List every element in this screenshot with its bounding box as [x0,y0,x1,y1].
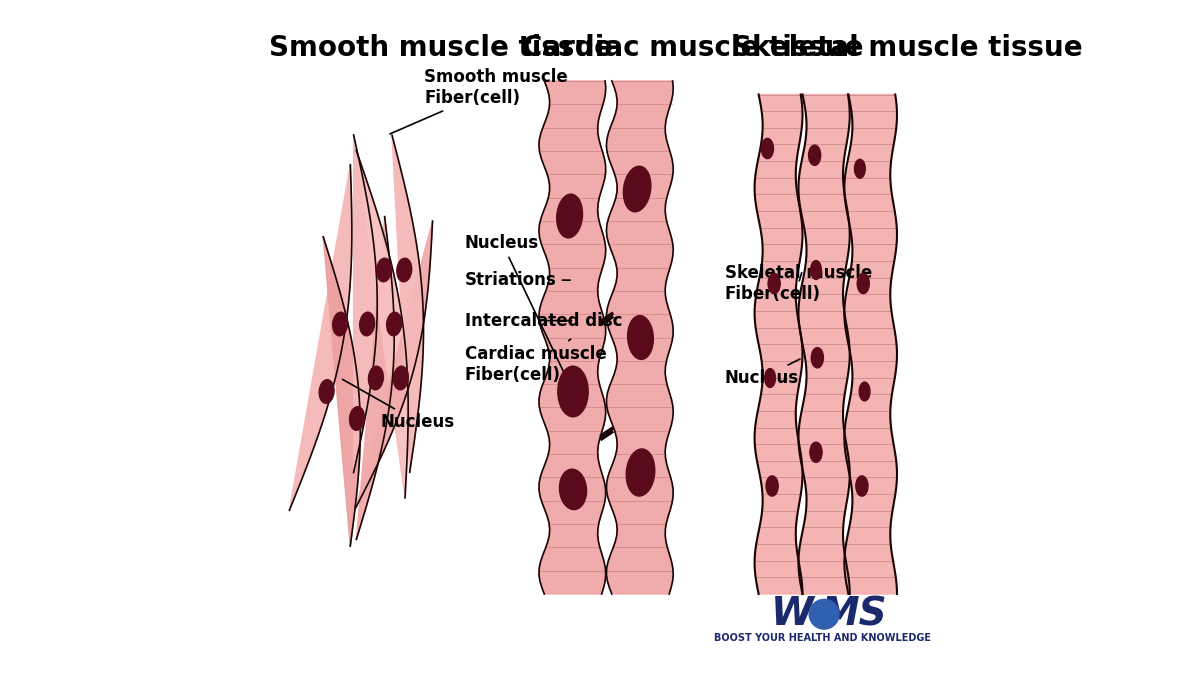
Ellipse shape [811,261,821,279]
Polygon shape [354,135,377,472]
Ellipse shape [332,313,348,335]
Ellipse shape [768,273,780,294]
Ellipse shape [394,367,408,389]
Ellipse shape [397,259,412,281]
Ellipse shape [810,442,822,462]
Ellipse shape [626,449,655,496]
Text: MS: MS [820,595,887,633]
Ellipse shape [766,476,779,496]
Ellipse shape [623,166,650,212]
Text: Smooth muscle
Fiber(cell): Smooth muscle Fiber(cell) [390,68,569,134]
Text: Nucleus: Nucleus [466,234,572,389]
Ellipse shape [368,367,383,389]
Polygon shape [356,151,408,497]
Ellipse shape [764,369,775,387]
Text: Cardiac muscle
Fiber(cell): Cardiac muscle Fiber(cell) [466,339,607,384]
Text: BOOST YOUR HEALTH AND KNOWLEDGE: BOOST YOUR HEALTH AND KNOWLEDGE [714,633,931,643]
Ellipse shape [558,366,588,416]
Text: Nucleus: Nucleus [342,379,455,431]
Text: W: W [770,595,814,633]
Ellipse shape [854,159,865,178]
Polygon shape [539,81,606,594]
Polygon shape [323,237,360,546]
Polygon shape [755,95,803,594]
Polygon shape [355,221,432,508]
Ellipse shape [628,316,653,359]
Ellipse shape [377,259,391,281]
Ellipse shape [811,348,823,368]
Ellipse shape [761,138,774,159]
Text: Skeletal muscle
Fiber(cell): Skeletal muscle Fiber(cell) [725,264,872,303]
Ellipse shape [856,476,868,496]
Ellipse shape [386,313,402,335]
Polygon shape [356,217,395,539]
Polygon shape [798,95,850,594]
Ellipse shape [349,407,365,430]
Ellipse shape [559,469,587,510]
Text: Striations: Striations [466,271,570,289]
Ellipse shape [857,273,869,294]
Ellipse shape [557,194,582,238]
Text: Nucleus: Nucleus [725,359,800,387]
Text: Smooth muscle tissue: Smooth muscle tissue [269,34,613,61]
Polygon shape [845,95,898,594]
Ellipse shape [319,380,334,403]
Polygon shape [606,81,673,594]
Circle shape [809,599,839,629]
Text: Skeletal muscle tissue: Skeletal muscle tissue [732,34,1082,61]
Ellipse shape [809,145,821,165]
Ellipse shape [859,382,870,401]
Polygon shape [289,165,352,510]
Ellipse shape [360,313,374,335]
Polygon shape [392,135,424,472]
Text: Cardiac muscle tissue: Cardiac muscle tissue [522,34,864,61]
Text: Intercalated disc: Intercalated disc [466,312,623,329]
